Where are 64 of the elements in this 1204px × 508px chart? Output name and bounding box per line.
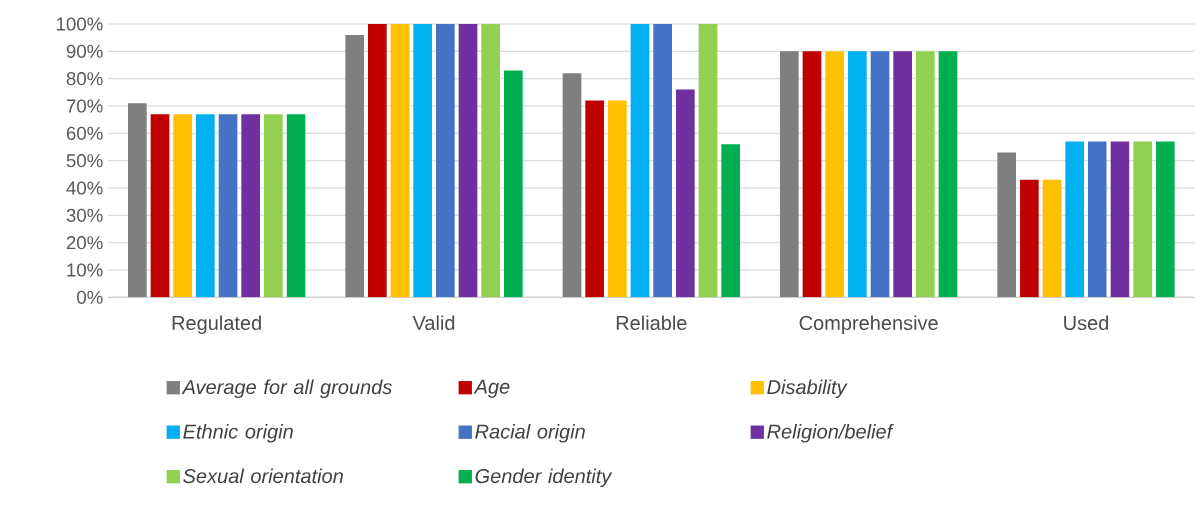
- bar: [1042, 179, 1062, 298]
- x-tick-label: Valid: [412, 315, 455, 331]
- bar: [1088, 141, 1107, 298]
- bar: [241, 114, 260, 298]
- bar: [1065, 141, 1084, 298]
- legend-label: Age: [473, 379, 510, 398]
- y-tick-label: 70%: [66, 99, 103, 113]
- bar: [893, 51, 912, 298]
- bar: [630, 24, 650, 298]
- bar: [997, 152, 1016, 298]
- bar: [562, 73, 582, 298]
- y-tick-label: 60%: [66, 126, 103, 140]
- bar: [218, 114, 238, 298]
- legend-label: Average for all grounds: [181, 379, 392, 399]
- y-tick-label: 90%: [66, 44, 103, 58]
- bar: [345, 34, 364, 298]
- x-tick-label: Comprehensive: [799, 315, 938, 335]
- legend-label: Sexual orientation: [183, 468, 343, 484]
- y-tick-label: 30%: [66, 208, 103, 222]
- legend-label: Gender identity: [475, 468, 613, 488]
- bar: [698, 24, 718, 298]
- bar: [1156, 141, 1175, 298]
- bar: [676, 89, 695, 298]
- y-tick-label: 80%: [66, 72, 103, 86]
- bar: [825, 51, 844, 298]
- bar: [286, 114, 306, 298]
- bar: [585, 100, 604, 298]
- x-tick-label: Reliable: [616, 315, 687, 331]
- bar: [150, 114, 170, 298]
- bar: [802, 51, 822, 298]
- bar: [390, 24, 410, 298]
- x-tick-label: Used: [1064, 315, 1109, 331]
- bar: [504, 70, 523, 298]
- y-tick-label: 50%: [66, 154, 103, 168]
- bar: [653, 24, 672, 298]
- bar: [196, 114, 215, 298]
- legend-label: Religion/belief: [767, 423, 894, 443]
- bar: [128, 103, 147, 298]
- bar: [436, 24, 455, 298]
- bar: [916, 51, 935, 298]
- y-tick-label: 100%: [56, 17, 103, 31]
- legend-label: Racial origin: [475, 423, 585, 443]
- y-tick-label: 10%: [67, 263, 103, 277]
- y-tick-label: 40%: [66, 181, 103, 195]
- bar: [1133, 141, 1152, 298]
- legend-label: Ethnic origin: [183, 423, 293, 443]
- bar: [368, 24, 387, 298]
- bar: [264, 114, 283, 298]
- bar: [481, 24, 500, 298]
- legend-label: Disability: [767, 379, 848, 399]
- bar: [1110, 141, 1130, 298]
- bar: [458, 24, 478, 298]
- bar: [848, 51, 867, 298]
- bar: [173, 114, 193, 298]
- x-tick-label: Regulated: [172, 315, 261, 335]
- bar: [608, 100, 627, 298]
- y-tick-label: 0%: [77, 290, 103, 304]
- bar: [780, 51, 799, 298]
- bar: [870, 51, 890, 298]
- bar: [413, 24, 432, 298]
- bar: [1020, 179, 1039, 298]
- bar: [938, 51, 958, 298]
- bar: [721, 144, 740, 298]
- y-tick-label: 20%: [66, 236, 103, 250]
